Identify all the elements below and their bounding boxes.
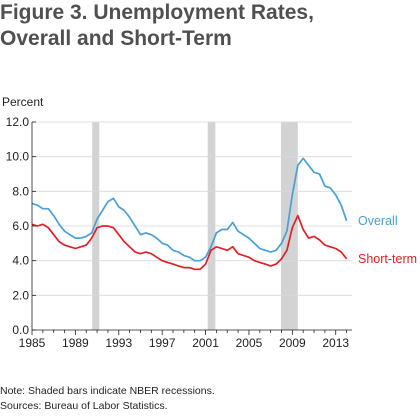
y-tick-label: 0.0 xyxy=(12,323,29,337)
x-tick-label: 2005 xyxy=(236,336,263,350)
x-tick-label: 1997 xyxy=(149,336,176,350)
y-tick-label: 6.0 xyxy=(12,219,29,233)
figure-title: Figure 3. Unemployment Rates, Overall an… xyxy=(0,0,420,52)
y-tick-label: 10.0 xyxy=(6,150,30,164)
x-tick-label: 1989 xyxy=(62,336,89,350)
y-tick-label: 2.0 xyxy=(12,288,29,302)
figure-notes: Note: Shaded bars indicate NBER recessio… xyxy=(0,384,215,414)
y-tick-label: 4.0 xyxy=(12,254,29,268)
x-tick-label: 1985 xyxy=(19,336,46,350)
x-tick-label: 1993 xyxy=(105,336,132,350)
x-tick-label: 2009 xyxy=(279,336,306,350)
y-tick-label: 12.0 xyxy=(6,115,30,129)
figure-title-line-2: Overall and Short-Term xyxy=(0,27,232,50)
axes xyxy=(31,121,352,335)
series-label-short-term: Short-term xyxy=(358,252,417,266)
figure-title-line-1: Figure 3. Unemployment Rates, xyxy=(0,1,314,24)
y-axis-label: Percent xyxy=(2,95,44,109)
series-line-short-term xyxy=(31,214,348,271)
series-lines xyxy=(31,157,348,271)
gridlines xyxy=(32,121,352,296)
y-tick-label: 8.0 xyxy=(12,184,29,198)
x-tick-label: 2001 xyxy=(192,336,219,350)
series-labels: Overall Short-term xyxy=(358,214,417,266)
line-chart: Percent 0.0 2.0 4.0 6.0 8.0 10.0 12.0 1985 1989 1… xyxy=(2,95,417,350)
recession-note: Note: Shaded bars indicate NBER recessio… xyxy=(0,385,215,397)
series-label-overall: Overall xyxy=(358,214,398,228)
series-line-overall xyxy=(31,157,348,262)
source-note: Sources: Bureau of Labor Statistics. xyxy=(0,400,168,412)
tick-labels: 0.0 2.0 4.0 6.0 8.0 10.0 12.0 1985 1989 1993 1997 2… xyxy=(6,115,350,350)
x-tick-label: 2013 xyxy=(322,336,349,350)
